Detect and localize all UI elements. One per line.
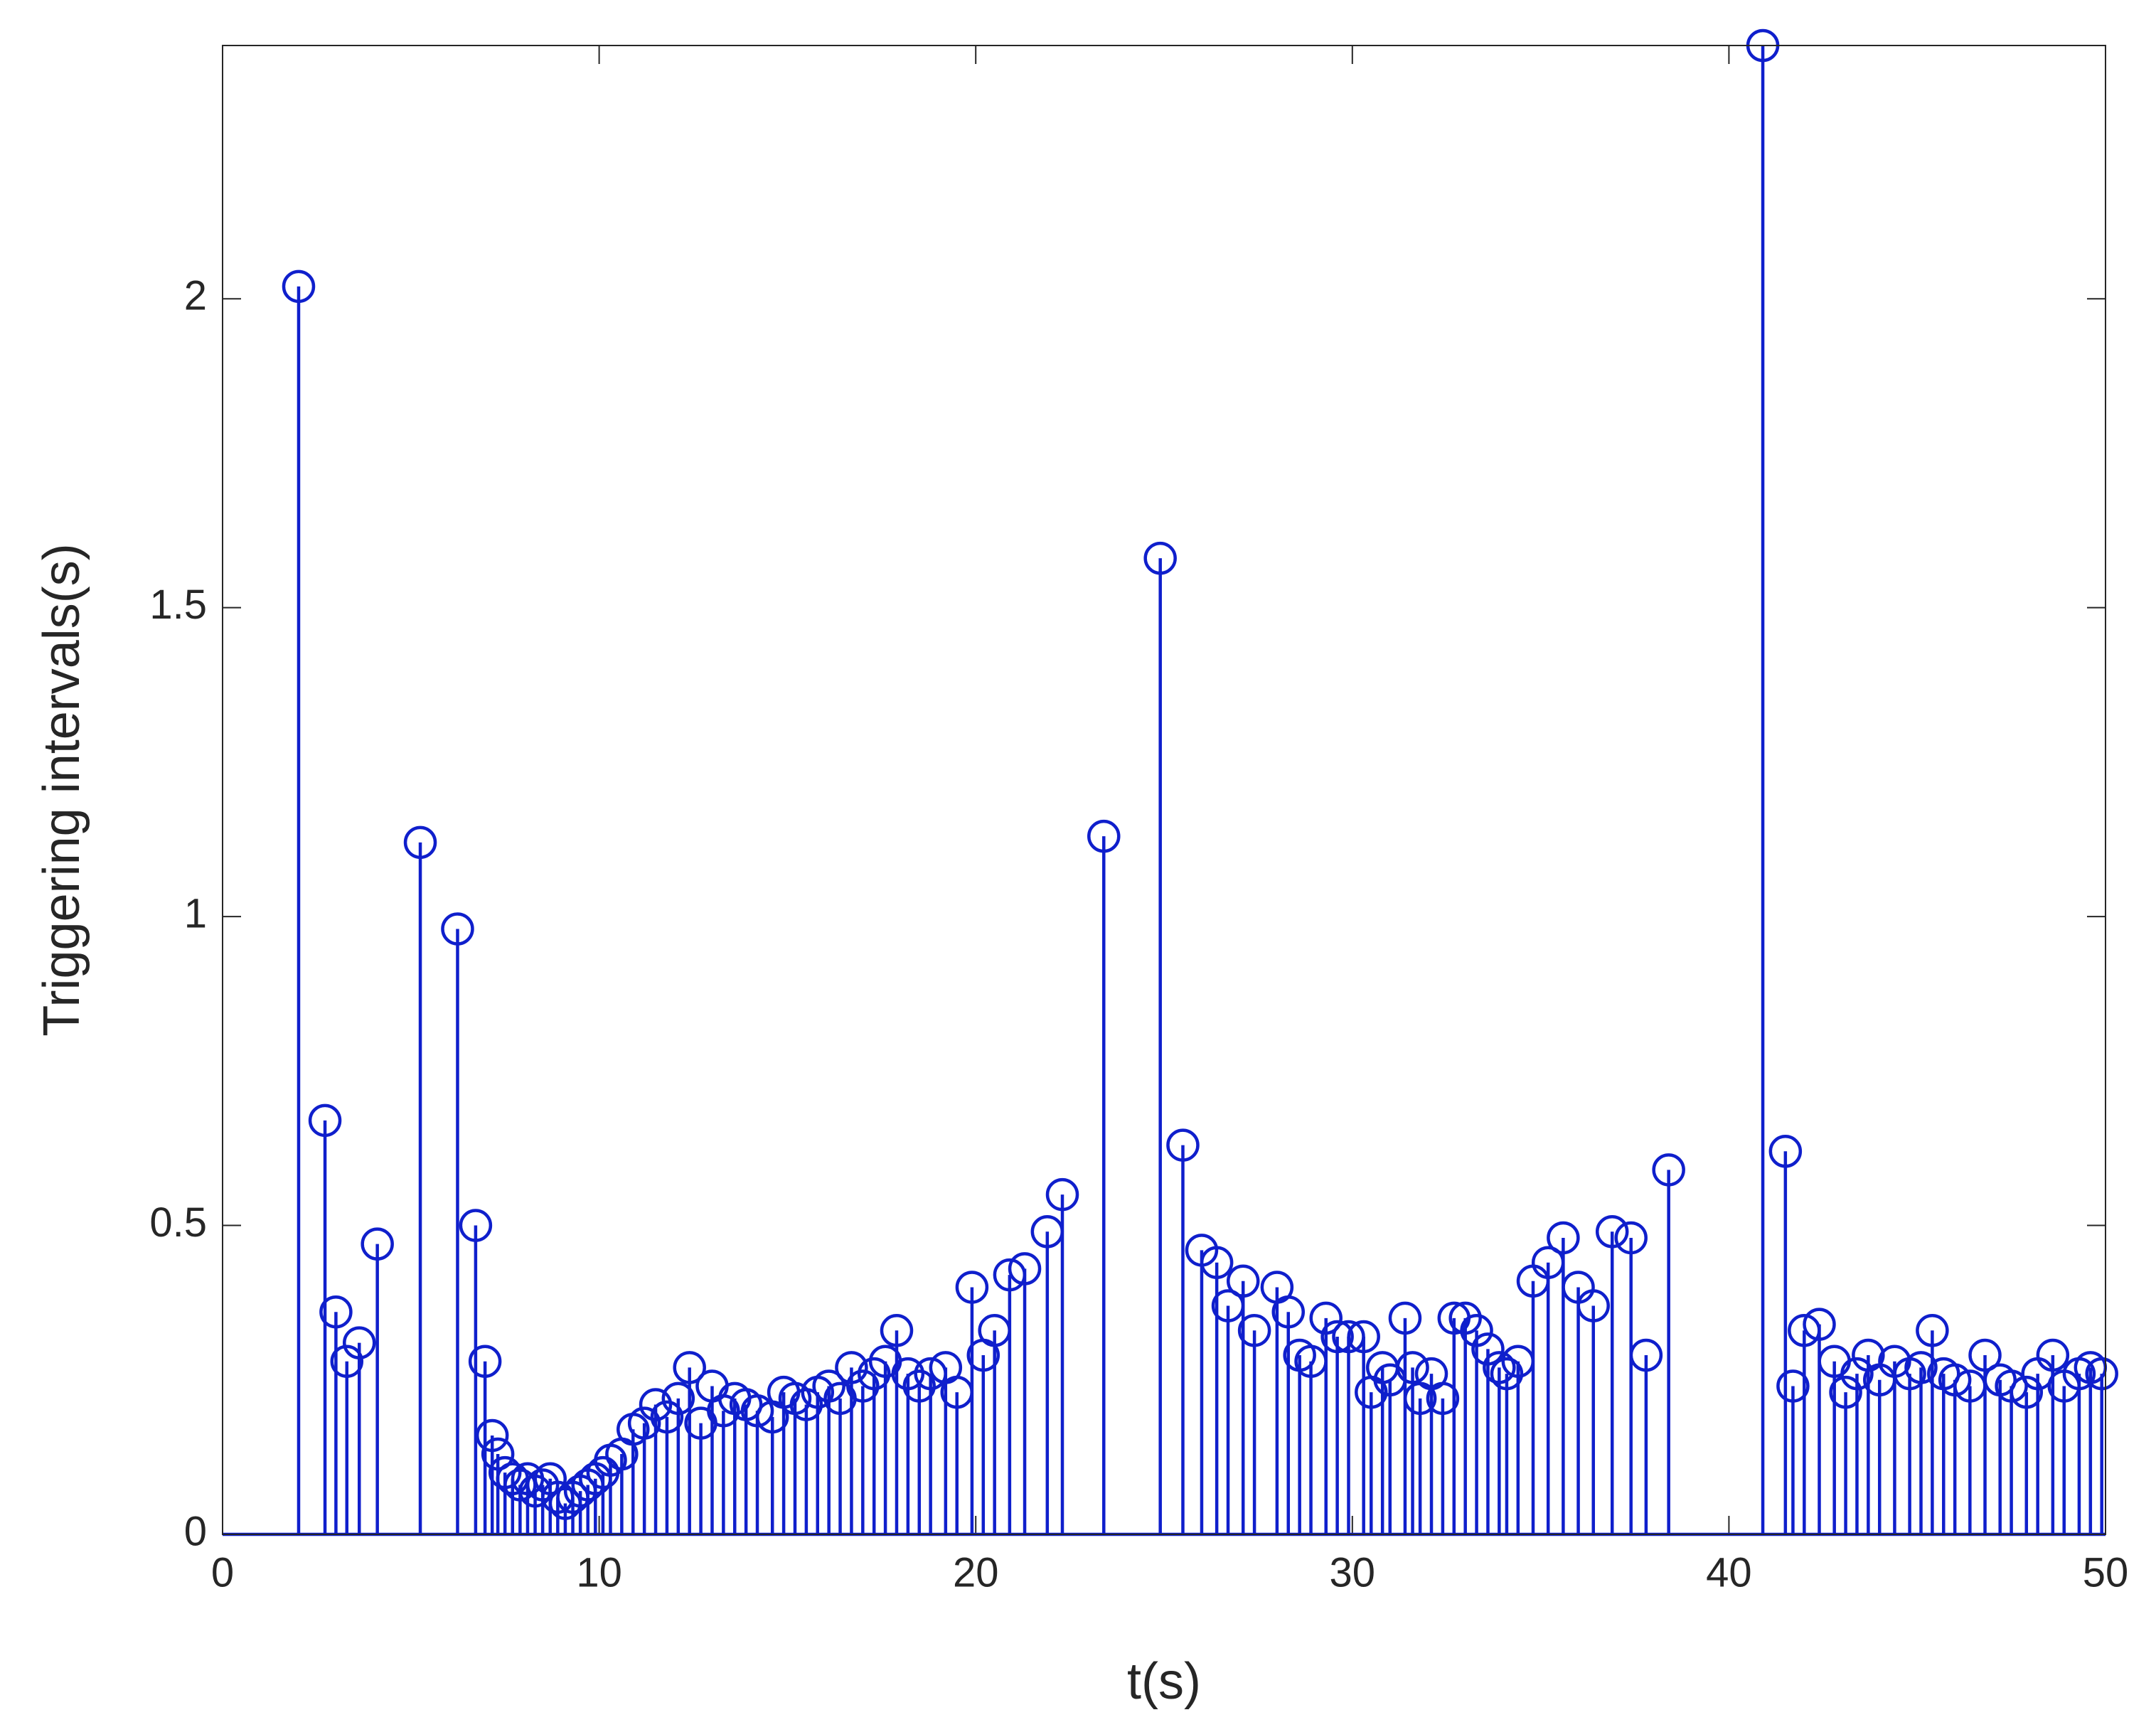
x-tick-label: 30	[1330, 1549, 1376, 1595]
stem-marker	[1490, 1357, 1524, 1391]
stem-marker	[342, 1326, 376, 1359]
stem-marker	[1448, 1301, 1482, 1335]
stem-marker	[1776, 1369, 1810, 1403]
stem-marker	[475, 1418, 509, 1453]
stem-marker	[1347, 1320, 1380, 1354]
y-tick-label: 1.5	[149, 582, 207, 628]
stem-marker	[1237, 1314, 1271, 1347]
stem-marker	[955, 1271, 989, 1304]
stem-marker	[857, 1357, 891, 1391]
stem-marker	[740, 1394, 774, 1428]
stem-marker	[1614, 1221, 1648, 1255]
stem-marker	[707, 1394, 740, 1428]
y-axis-label: Triggering intervals(s)	[33, 543, 90, 1037]
stem-marker	[1968, 1338, 2002, 1372]
stem-marker	[1460, 1314, 1493, 1347]
stem-marker	[1483, 1351, 1516, 1384]
stem-marker	[1629, 1338, 1663, 1372]
stem-marker	[1426, 1381, 1460, 1416]
stem-marker	[891, 1357, 925, 1391]
stem-marker	[481, 1437, 515, 1471]
stem-marker	[627, 1406, 661, 1440]
y-tick-label: 0.5	[149, 1199, 207, 1246]
stem-marker	[1768, 1135, 1803, 1168]
stem-marker	[1226, 1264, 1260, 1298]
stem-marker	[1271, 1295, 1306, 1329]
stem-marker	[2085, 1357, 2118, 1391]
stem-marker	[1652, 1153, 1685, 1187]
x-tick-label: 40	[1706, 1549, 1752, 1595]
stem-marker	[459, 1209, 493, 1242]
stem-marker	[1995, 1369, 2028, 1403]
stem-marker	[1087, 819, 1121, 853]
stem-marker	[1904, 1351, 1938, 1384]
stem-marker	[1916, 1314, 1949, 1347]
stem-marker	[1320, 1320, 1354, 1354]
stem-marker	[1803, 1308, 1836, 1341]
stem-marker	[468, 1345, 502, 1378]
stem-marker	[902, 1369, 936, 1403]
stem-marker	[1200, 1246, 1234, 1279]
stem-marker	[361, 1227, 394, 1261]
y-tick-label: 1	[184, 890, 207, 936]
stem-marker	[319, 1295, 353, 1329]
stem-marker	[846, 1369, 880, 1403]
stem-marker	[835, 1351, 868, 1384]
x-tick-label: 10	[576, 1549, 622, 1595]
stem-marker	[1166, 1128, 1200, 1162]
stem-marker	[639, 1388, 673, 1421]
stem-marker	[1388, 1301, 1422, 1335]
stem-marker	[1471, 1332, 1505, 1366]
stem-marker	[661, 1381, 695, 1416]
stem-marker	[1829, 1375, 1862, 1409]
stem-marker	[1143, 541, 1177, 575]
stem-marker	[1547, 1221, 1580, 1255]
stem-marker	[650, 1400, 684, 1434]
stem-marker	[441, 912, 474, 946]
stem-marker	[1008, 1252, 1042, 1285]
stem-marker	[1595, 1214, 1629, 1249]
x-tick-label: 50	[2083, 1549, 2129, 1595]
stem-marker	[1396, 1351, 1429, 1384]
x-tick-label: 20	[953, 1549, 999, 1595]
stem-marker	[789, 1388, 823, 1421]
stem-marker	[403, 825, 437, 860]
stem-marker	[308, 1103, 342, 1138]
y-tick-label: 2	[184, 273, 207, 319]
stem-marker	[1045, 1177, 1079, 1212]
stem-marker	[330, 1345, 364, 1378]
x-axis-label: t(s)	[1127, 1653, 1201, 1710]
stem-marker	[282, 269, 316, 304]
stem-marker	[673, 1351, 706, 1384]
stem-marker	[2010, 1375, 2044, 1409]
stem-marker	[1938, 1363, 1972, 1397]
plot-frame	[222, 45, 2106, 1535]
stem-marker	[1840, 1357, 1874, 1391]
stem-marker	[2036, 1338, 2070, 1372]
stem-marker	[1309, 1301, 1343, 1335]
stem-marker	[880, 1314, 914, 1347]
stem-marker	[812, 1369, 845, 1403]
x-tick-label: 0	[211, 1549, 234, 1595]
stem-marker	[533, 1462, 567, 1496]
stem-marker	[1576, 1289, 1610, 1322]
y-tick-label: 0	[184, 1508, 207, 1554]
